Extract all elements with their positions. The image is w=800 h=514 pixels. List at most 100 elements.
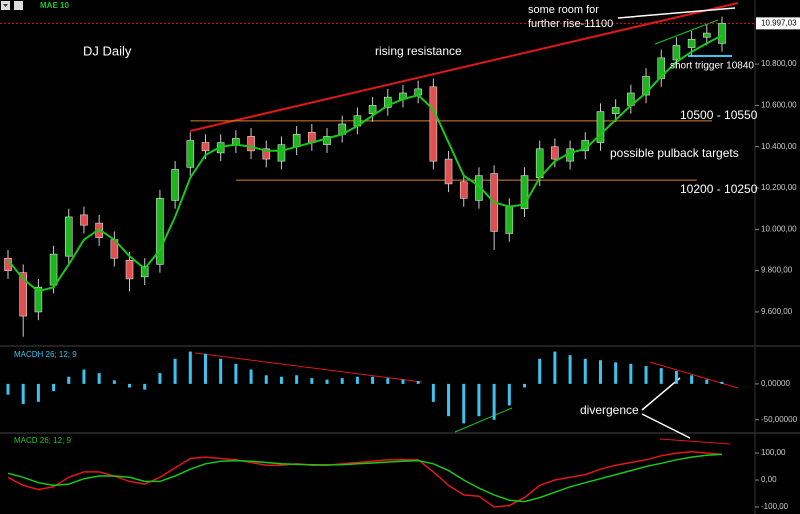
histogram-bar: [401, 379, 405, 384]
histogram-bar: [249, 369, 253, 384]
histogram-bar: [431, 383, 435, 402]
candle-body: [459, 181, 468, 199]
candle-body: [19, 272, 27, 317]
y-tick-label: 10.000,00: [761, 224, 797, 233]
histogram-bar: [158, 373, 162, 384]
candle-body: [475, 175, 483, 201]
histogram-bar: [386, 378, 390, 384]
histogram-bar: [325, 379, 329, 384]
candle-body: [657, 57, 666, 79]
histogram-bar: [690, 375, 694, 384]
candle-body: [80, 214, 88, 226]
candle-body: [186, 140, 195, 168]
histogram-bar: [52, 383, 56, 392]
histogram-bar: [583, 358, 587, 384]
annotation: some room for: [528, 4, 599, 16]
histogram-bar: [340, 378, 344, 384]
annotation: divergence: [580, 403, 639, 417]
histogram-bar: [674, 370, 678, 384]
annotation: short trigger 10840: [670, 61, 754, 72]
candle-body: [140, 266, 149, 278]
last-price-box: [756, 17, 800, 30]
candle-body: [535, 148, 544, 178]
histogram-bar: [568, 355, 572, 384]
histogram-bar: [523, 383, 527, 388]
tool-button[interactable]: [14, 1, 23, 10]
candle-body: [156, 198, 164, 265]
panel-title: MACDH 26; 12; 9: [14, 350, 77, 359]
histogram-bar: [355, 376, 359, 384]
histogram-bar: [82, 369, 86, 384]
histogram-bar: [219, 358, 223, 384]
histogram-bar: [112, 380, 116, 384]
histogram-bar: [234, 363, 238, 384]
annotation: rising resistance: [375, 44, 462, 58]
candle-body: [34, 286, 43, 313]
menu-arrow: [3, 4, 8, 7]
level-label: 10500 - 10550: [680, 108, 758, 122]
candle-body: [429, 86, 438, 162]
candle-body: [125, 260, 134, 280]
histogram-bar: [203, 353, 207, 384]
series-line: [7, 34, 723, 293]
series-line: [7, 450, 723, 508]
candle-body: [292, 134, 301, 148]
candle-body: [201, 142, 210, 152]
histogram-bar: [143, 383, 147, 390]
candle-body: [596, 111, 605, 143]
candle-body: [64, 216, 73, 257]
y-tick-label: 10.200,00: [761, 183, 797, 192]
resistance-line: [189, 2, 739, 132]
histogram-bar: [67, 376, 71, 384]
arrow: [641, 377, 681, 411]
histogram-bar: [598, 360, 602, 384]
histogram-bar: [507, 383, 511, 406]
candle-body: [718, 23, 726, 44]
histogram-bar: [538, 358, 542, 384]
chart-title: DJ Daily: [83, 43, 132, 58]
histogram-bar: [6, 383, 10, 395]
histogram-bar: [705, 379, 709, 384]
candle-body: [520, 175, 529, 209]
y-tick-label: 10.600,00: [761, 100, 797, 109]
extension-line: [617, 7, 736, 19]
histogram-bar: [447, 383, 451, 417]
histogram-bar: [492, 383, 496, 420]
histogram-bar: [21, 383, 25, 404]
histogram-bar: [173, 358, 177, 384]
y-tick-label: 0,00000: [761, 379, 790, 388]
candle-body: [323, 136, 331, 145]
histogram-bar: [264, 375, 268, 384]
annotation: possible pulback targets: [610, 146, 739, 160]
divergence-line: [659, 438, 731, 445]
histogram-bar: [97, 373, 101, 384]
histogram-bar: [659, 368, 663, 384]
histogram-bar: [128, 383, 132, 388]
candle-body: [551, 146, 559, 160]
histogram-bar: [644, 365, 648, 384]
candle-body: [262, 148, 271, 160]
histogram-bar: [553, 351, 557, 384]
histogram-bar: [188, 351, 192, 384]
histogram-bar: [279, 376, 283, 384]
series-line: [7, 453, 723, 503]
y-tick-label: 0,00: [761, 475, 777, 484]
y-tick-label: 10.800,00: [761, 59, 797, 68]
y-tick-label: 9.600,00: [761, 307, 793, 316]
arrow: [641, 413, 691, 439]
last-price-label: 10.997,03: [761, 18, 797, 27]
candle-body: [277, 144, 286, 162]
histogram-bar: [310, 378, 314, 384]
candle-body: [171, 169, 179, 201]
legend-entry: MAE 10: [40, 1, 69, 10]
histogram-bar: [629, 363, 633, 384]
channel-line: [654, 19, 719, 45]
histogram-bar: [371, 376, 375, 384]
candle-body: [368, 105, 377, 114]
histogram-bar: [462, 383, 466, 424]
candle-body: [611, 107, 620, 114]
divergence-line: [454, 407, 513, 433]
y-tick-label: 9.800,00: [761, 266, 793, 275]
